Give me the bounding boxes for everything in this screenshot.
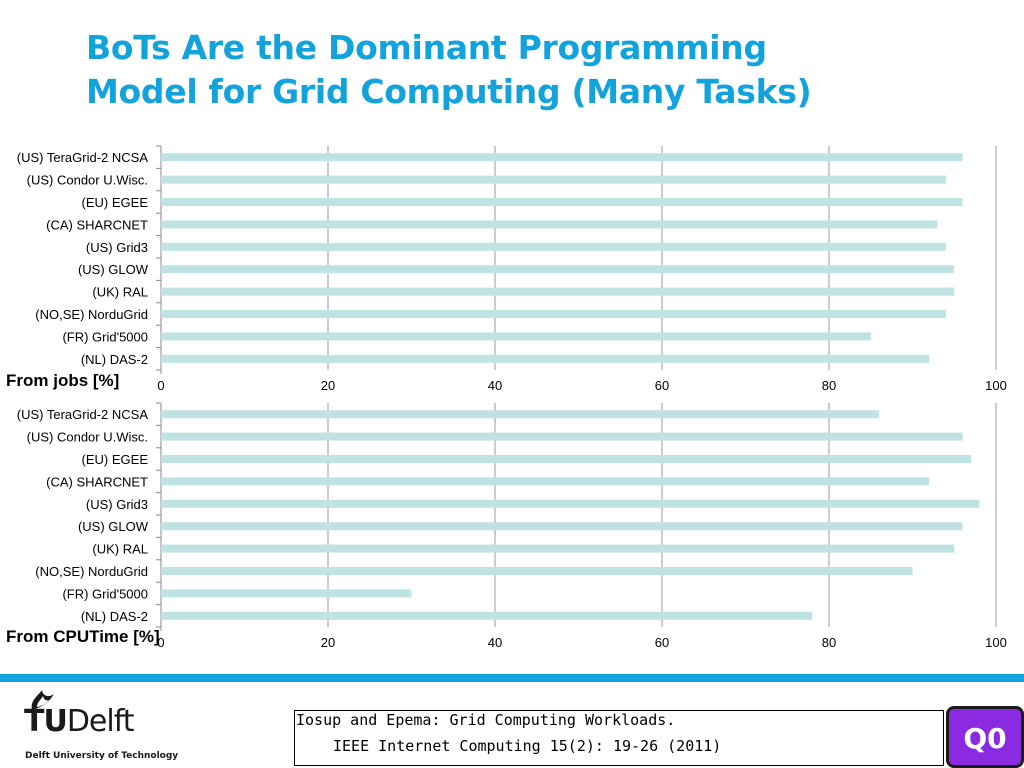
citation-line1: Iosup and Epema: Grid Computing Workload… xyxy=(296,711,676,729)
bar xyxy=(161,220,938,229)
bar xyxy=(161,522,963,531)
slide-title-line1: BoTs Are the Dominant Programming xyxy=(86,28,767,67)
bar xyxy=(161,611,813,620)
logo-wordmark: TUDelft xyxy=(24,704,135,740)
category-label: (US) Condor U.Wisc. xyxy=(27,430,148,445)
category-label: (CA) SHARCNET xyxy=(46,217,148,232)
x-tick-label: 60 xyxy=(655,635,669,650)
category-label: (NL) DAS-2 xyxy=(81,352,148,367)
cputime-chart-title: From CPUTime [%] xyxy=(6,627,160,646)
logo-tu: TU xyxy=(24,704,68,739)
x-tick-label: 100 xyxy=(985,378,1007,393)
category-label: (FR) Grid'5000 xyxy=(62,329,148,344)
footer-band xyxy=(0,674,1024,682)
category-label: (US) GLOW xyxy=(78,519,149,534)
category-label: (NO,SE) NorduGrid xyxy=(35,307,148,322)
x-tick-label: 80 xyxy=(822,378,836,393)
bar xyxy=(161,153,963,162)
x-tick-label: 100 xyxy=(985,635,1007,650)
x-tick-label: 40 xyxy=(488,378,502,393)
category-label: (US) TeraGrid-2 NCSA xyxy=(17,407,149,422)
category-label: (NO,SE) NorduGrid xyxy=(35,564,148,579)
category-label: (EU) EGEE xyxy=(82,452,149,467)
jobs-bar-chart: (US) TeraGrid-2 NCSA (US) Condor U.Wisc. (… xyxy=(17,145,1007,393)
question-badge-label: Q0 xyxy=(963,722,1007,755)
bar xyxy=(161,354,930,363)
bar xyxy=(161,499,980,508)
bar xyxy=(161,310,946,318)
flame-icon xyxy=(31,690,54,710)
category-label: (EU) EGEE xyxy=(82,195,149,210)
category-label: (NL) DAS-2 xyxy=(81,609,148,624)
x-tick-label: 0 xyxy=(157,378,164,393)
jobs-chart-title: From jobs [%] xyxy=(6,371,120,390)
question-badge[interactable]: Q0 xyxy=(946,706,1024,768)
bar xyxy=(161,410,880,419)
citation-box: Iosup and Epema: Grid Computing Workload… xyxy=(294,710,944,766)
bar xyxy=(161,175,946,184)
bar xyxy=(161,544,955,553)
cputime-bar-chart: (US) TeraGrid-2 NCSA (US) Condor U.Wisc. (… xyxy=(17,402,1007,650)
bar xyxy=(161,265,955,274)
bar xyxy=(161,567,913,575)
logo-delft: Delft xyxy=(66,704,135,739)
category-label: (US) Grid3 xyxy=(86,240,148,255)
category-label: (US) Grid3 xyxy=(86,497,148,512)
tu-delft-logo: TUDelft Delft University of Technology xyxy=(24,686,178,766)
bar xyxy=(161,287,955,296)
category-label: (US) Condor U.Wisc. xyxy=(27,173,148,188)
x-tick-label: 40 xyxy=(488,635,502,650)
bar xyxy=(161,455,971,463)
slide-title: BoTs Are the Dominant Programming Model … xyxy=(86,26,986,114)
category-label: (UK) RAL xyxy=(92,542,148,557)
x-tick-label: 80 xyxy=(822,635,836,650)
logo-subtitle: Delft University of Technology xyxy=(25,751,179,761)
category-label: (CA) SHARCNET xyxy=(46,474,148,489)
category-label: (US) TeraGrid-2 NCSA xyxy=(17,150,149,165)
category-label: (US) GLOW xyxy=(78,262,149,277)
slide-title-line2: Model for Grid Computing (Many Tasks) xyxy=(86,72,812,111)
x-tick-label: 0 xyxy=(157,635,164,650)
bar xyxy=(161,589,412,598)
category-label: (UK) RAL xyxy=(92,285,148,300)
x-tick-label: 20 xyxy=(321,635,335,650)
bar xyxy=(161,242,946,251)
category-label: (FR) Grid'5000 xyxy=(62,586,148,601)
bar xyxy=(161,198,963,206)
x-tick-label: 60 xyxy=(655,378,669,393)
x-tick-label: 20 xyxy=(321,378,335,393)
bar xyxy=(161,477,930,486)
citation-line2: IEEE Internet Computing 15(2): 19-26 (20… xyxy=(333,737,722,755)
bar xyxy=(161,332,871,341)
bar xyxy=(161,432,963,441)
